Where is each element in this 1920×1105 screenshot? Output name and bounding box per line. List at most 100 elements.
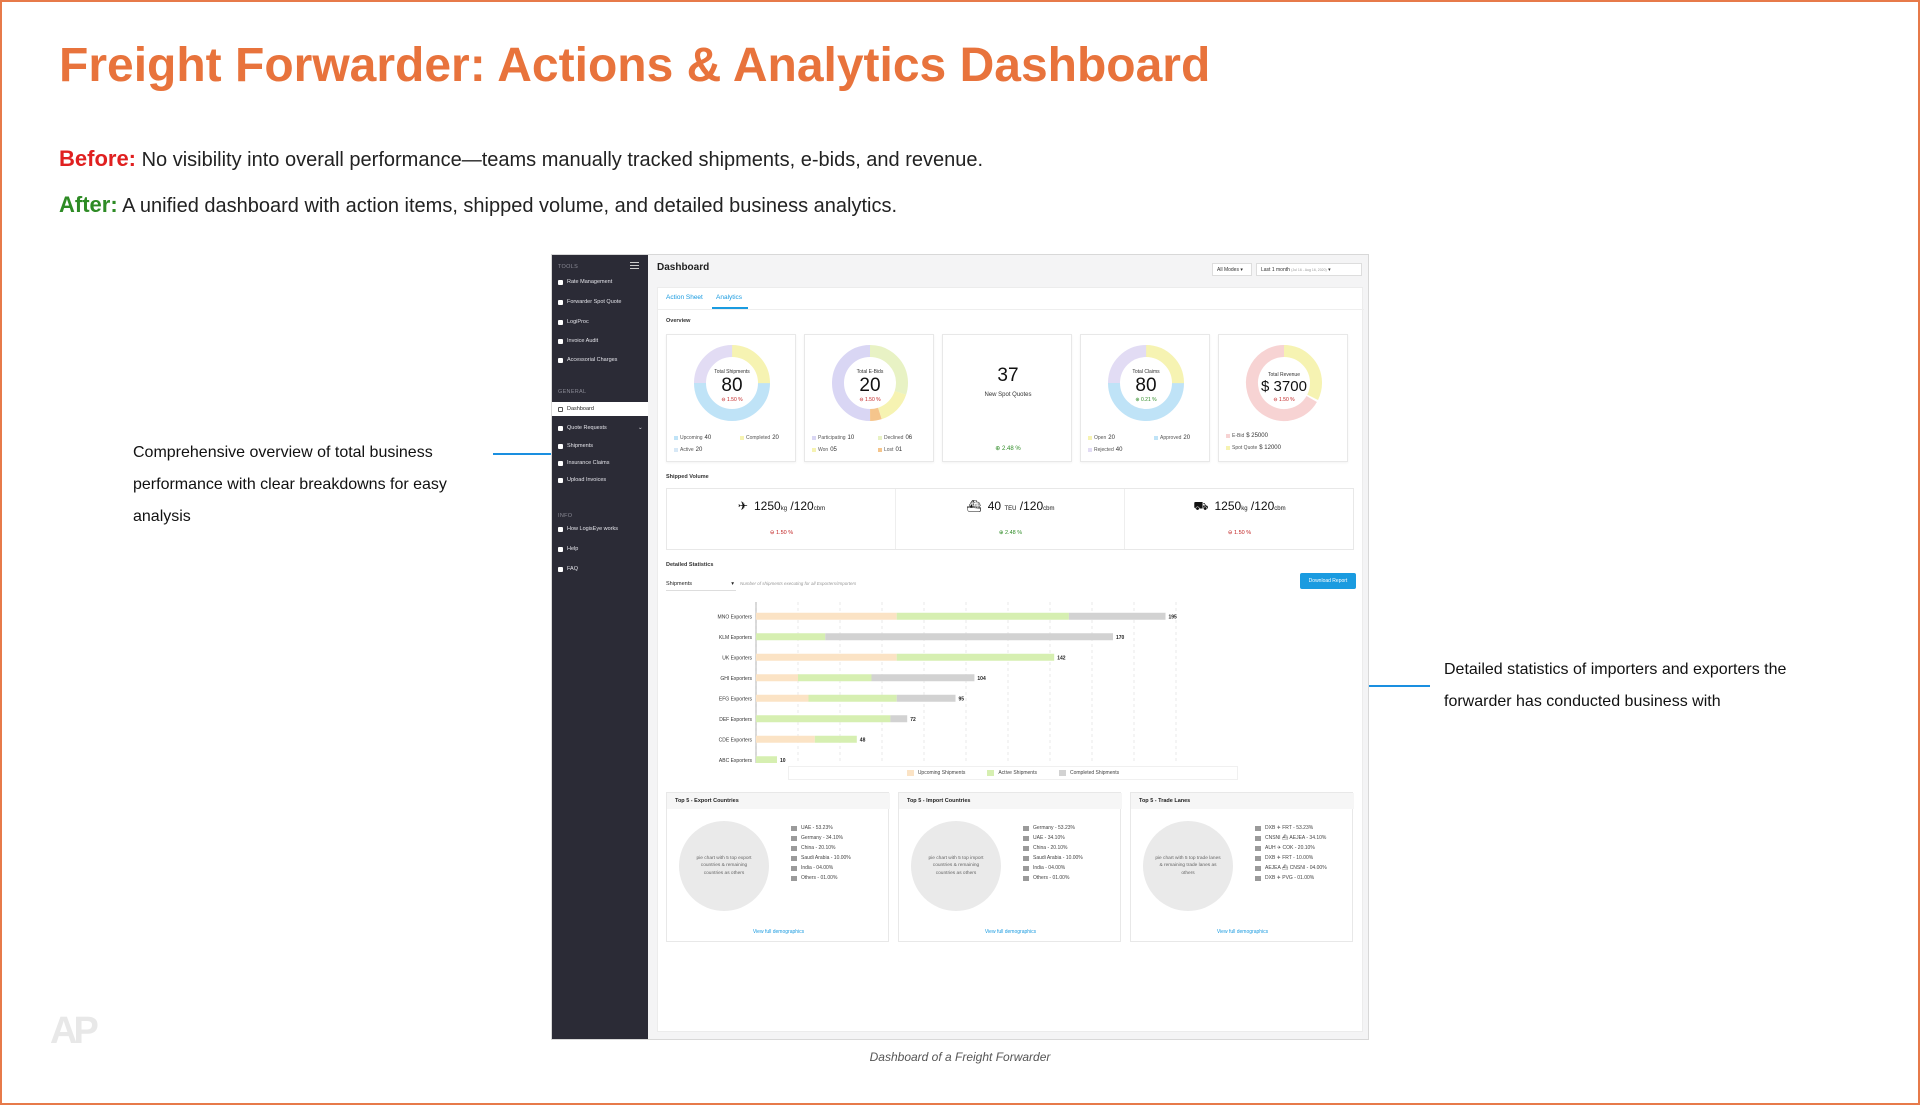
- new-spot-quotes-card[interactable]: 37 New Spot Quotes ⊕ 2.48 %: [942, 334, 1072, 462]
- list-item: Others - 01.00%: [1023, 875, 1069, 881]
- bar-segment: [756, 735, 815, 743]
- bar-segment: [808, 694, 897, 702]
- bar-total-label: 10: [780, 758, 786, 763]
- volume-ocean: ⛴ 40 TEU /120cbm ⊕ 2.48 %: [896, 489, 1125, 549]
- sidebar-item-shipments[interactable]: Shipments: [558, 443, 593, 449]
- sidebar-item-invoice-audit[interactable]: Invoice Audit: [558, 338, 598, 344]
- plane-icon: ✈: [737, 499, 748, 513]
- date-range-select[interactable]: Last 1 month (Jul 16 - Aug 16, 2020) ▾: [1256, 263, 1362, 276]
- sidebar-section-general: GENERAL: [558, 389, 587, 395]
- category-label: MNO Exporters: [718, 614, 753, 620]
- card-delta: ⊕ 0.21 %: [1135, 397, 1157, 403]
- view-demographics-link[interactable]: View full demographics: [1216, 929, 1269, 935]
- card-label: Total Claims: [1132, 369, 1160, 375]
- statistics-type-select[interactable]: Shipments ▾: [666, 578, 736, 591]
- category-label: GHI Exporters: [720, 676, 752, 682]
- legend-active: Active 20: [674, 447, 702, 453]
- list-item: China - 20.10%: [1023, 845, 1067, 851]
- card-delta: ⊖ 1.50 %: [859, 397, 881, 403]
- detailed-statistics-label: Detailed Statistics: [666, 562, 714, 568]
- total-claims-card[interactable]: Total Claims 80 ⊕ 0.21 % Open 20 Approve…: [1080, 334, 1210, 462]
- bar-segment: [814, 735, 857, 743]
- checkbox-icon: [558, 299, 563, 305]
- legend-rejected: Rejected 40: [1088, 447, 1122, 453]
- list-item: CNSNI ⛴ AEJEA - 34.10%: [1255, 835, 1326, 841]
- total-revenue-card[interactable]: Total Revenue $ 3700 ⊖ 1.50 % E-Bid $ 25…: [1218, 334, 1348, 462]
- sidebar-item-how-logiseye-works[interactable]: How LogisEye works: [558, 526, 618, 532]
- card-label: New Spot Quotes: [984, 392, 1032, 398]
- sidebar-item-upload-invoices[interactable]: Upload Invoices: [558, 477, 606, 483]
- category-label: ABC Exporters: [719, 758, 753, 763]
- total-shipments-card[interactable]: Total Shipments 80 ⊖ 1.50 % Upcoming 40 …: [666, 334, 796, 462]
- card-label: Total E-Bids: [856, 369, 884, 375]
- after-statement: After: A unified dashboard with action i…: [59, 192, 897, 218]
- page-title: Dashboard: [657, 262, 710, 273]
- claims-donut-chart: [1108, 345, 1184, 421]
- legend-lost: Lost 01: [878, 447, 902, 453]
- category-label: KLM Exporters: [719, 635, 753, 641]
- legend-participating: Participating 10: [812, 435, 854, 441]
- sidebar-section-info: INFO: [558, 513, 573, 519]
- list-item: AUH ✈ COK - 20.10%: [1255, 845, 1315, 851]
- hamburger-menu-icon[interactable]: [630, 262, 639, 269]
- bar-total-label: 95: [959, 696, 965, 702]
- category-label: DEF Exporters: [719, 717, 752, 723]
- pie-chart-placeholder: pie chart with 5 top trade lanes & remai…: [1143, 821, 1233, 911]
- before-text: No visibility into overall performance—t…: [136, 149, 984, 171]
- list-item: Germany - 34.10%: [791, 835, 843, 841]
- sidebar-item-insurance-claims[interactable]: Insurance Claims: [558, 460, 610, 466]
- overview-label: Overview: [666, 318, 691, 324]
- bar-segment: [756, 633, 826, 641]
- legend-approved: Approved 20: [1154, 435, 1190, 441]
- legend-completed-shipments: Completed Shipments: [1058, 770, 1119, 776]
- bar-total-label: 170: [1116, 635, 1125, 641]
- bar-segment: [871, 674, 975, 682]
- view-demographics-link[interactable]: View full demographics: [984, 929, 1037, 935]
- revenue-donut-chart: [1246, 345, 1322, 421]
- category-label: EFG Exporters: [719, 696, 753, 702]
- download-report-button[interactable]: Download Report: [1300, 573, 1356, 589]
- sidebar-item-faq[interactable]: FAQ: [558, 566, 578, 572]
- list-item: DXB ✈ PVG - 01.00%: [1255, 875, 1314, 881]
- card-value: 80: [721, 375, 743, 396]
- list-item: AEJEA ⛴ CNSNI - 04.00%: [1255, 865, 1327, 871]
- legend-active-shipments: Active Shipments: [987, 770, 1037, 776]
- pie-chart-placeholder: pie chart with 5 top import countries & …: [911, 821, 1001, 911]
- sidebar-item-quote-requests[interactable]: Quote Requests ⌄: [558, 425, 643, 431]
- sidebar-item-rate-management[interactable]: Rate Management: [558, 279, 612, 285]
- sidebar-item-accessorial-charges[interactable]: Accessorial Charges: [558, 357, 617, 363]
- sidebar-item-logiproc[interactable]: LogiProc: [558, 319, 589, 325]
- sidebar-item-help[interactable]: Help: [558, 546, 578, 552]
- card-value: $ 3700: [1261, 378, 1307, 395]
- list-item: Germany - 53.23%: [1023, 825, 1075, 831]
- view-demographics-link[interactable]: View full demographics: [752, 929, 805, 935]
- total-ebids-card[interactable]: Total E-Bids 20 ⊖ 1.50 % Participating 1…: [804, 334, 934, 462]
- shipped-volume-label: Shipped Volume: [666, 474, 709, 480]
- bar-total-label: 142: [1057, 655, 1066, 661]
- panel-title: Top 5 - Export Countries: [667, 793, 890, 809]
- ebids-donut-chart: [832, 345, 908, 421]
- tab-action-sheet[interactable]: Action Sheet: [666, 294, 703, 301]
- panel-title: Top 5 - Import Countries: [899, 793, 1122, 809]
- bar-segment: [896, 653, 1055, 661]
- sidebar-item-forwarder-spot-quote[interactable]: Forwarder Spot Quote: [558, 299, 621, 305]
- list-item: India - 04.00%: [1023, 865, 1065, 871]
- bar-segment: [756, 674, 798, 682]
- after-text: A unified dashboard with action items, s…: [117, 195, 898, 217]
- legend-spot-quote: Spot Quote $ 12000: [1226, 445, 1281, 451]
- main-panel: Action Sheet Analytics Overview Total Sh…: [657, 287, 1364, 1032]
- slide-title: Freight Forwarder: Actions & Analytics D…: [59, 39, 1211, 92]
- logo-watermark: AP: [50, 1010, 99, 1052]
- mode-select[interactable]: All Modes ▾: [1212, 263, 1252, 276]
- chevron-down-icon: ▾: [731, 581, 734, 587]
- bar-total-label: 195: [1169, 614, 1178, 620]
- before-label: Before:: [59, 146, 137, 171]
- checkbox-icon: [558, 546, 563, 552]
- sidebar-item-dashboard[interactable]: Dashboard: [558, 406, 594, 412]
- chart-legend: Upcoming Shipments Active Shipments Comp…: [788, 766, 1238, 780]
- legend-upcoming: Upcoming 40: [674, 435, 711, 441]
- volume-delta: ⊕ 2.48 %: [998, 530, 1023, 536]
- tab-analytics[interactable]: Analytics: [716, 294, 743, 301]
- list-item: DXB ✈ FRT - 10.00%: [1255, 855, 1313, 861]
